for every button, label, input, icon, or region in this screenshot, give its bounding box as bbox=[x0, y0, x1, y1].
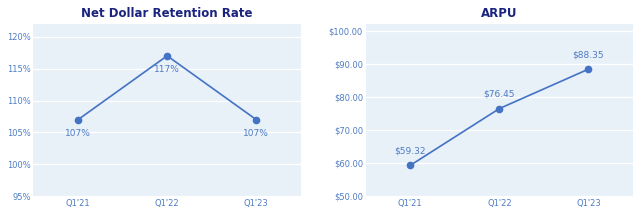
Text: $76.45: $76.45 bbox=[484, 90, 515, 99]
Text: $59.32: $59.32 bbox=[394, 146, 426, 155]
Text: 117%: 117% bbox=[154, 65, 180, 74]
Title: Net Dollar Retention Rate: Net Dollar Retention Rate bbox=[81, 7, 253, 20]
Text: $88.35: $88.35 bbox=[573, 50, 604, 59]
Text: 107%: 107% bbox=[243, 129, 269, 138]
Text: 107%: 107% bbox=[65, 129, 91, 138]
Title: ARPU: ARPU bbox=[481, 7, 518, 20]
